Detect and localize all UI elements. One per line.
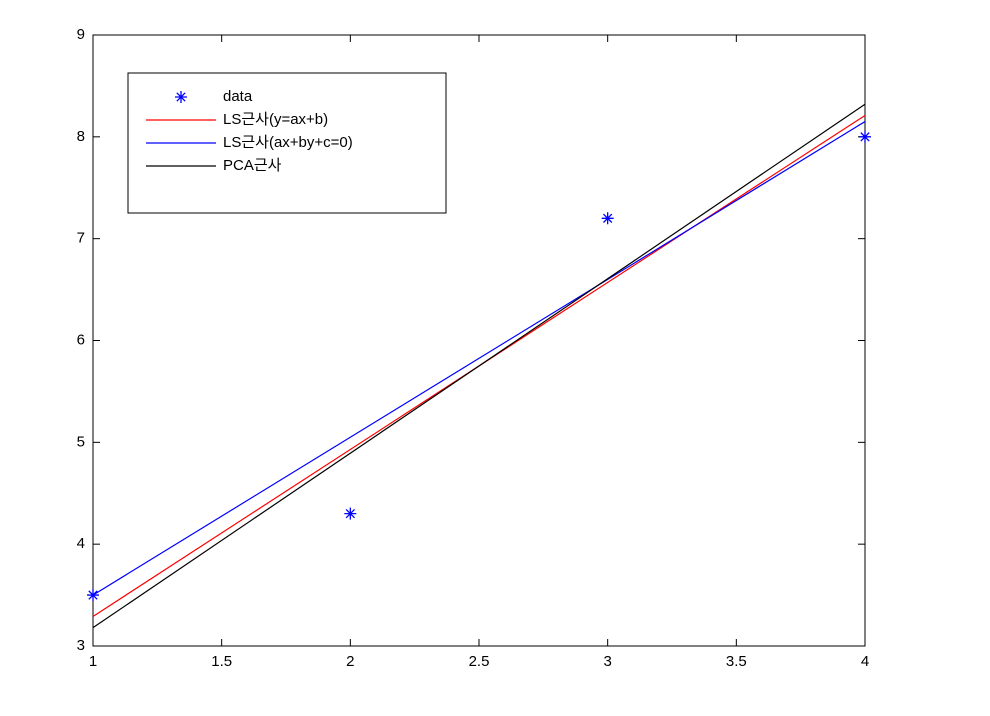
- fit-line: [92, 103, 866, 629]
- data-point: [859, 130, 871, 143]
- y-tick-label: 6: [77, 331, 85, 348]
- fit-line: [92, 121, 866, 596]
- y-tick-label: 7: [77, 230, 85, 247]
- y-tick-label: 8: [77, 128, 85, 145]
- legend-label: data: [223, 88, 253, 105]
- x-tick-label: 2: [346, 653, 354, 670]
- x-tick-label: 3.5: [726, 653, 747, 670]
- y-tick-label: 9: [77, 26, 85, 43]
- legend-label: PCA근사: [223, 157, 282, 174]
- legend-label: LS근사(y=ax+b): [223, 111, 328, 128]
- y-tick-label: 4: [77, 535, 85, 552]
- x-tick-label: 2.5: [469, 653, 490, 670]
- y-tick-label: 5: [77, 433, 85, 450]
- x-tick-label: 3: [603, 653, 611, 670]
- data-point: [344, 507, 357, 520]
- x-tick-label: 4: [861, 653, 869, 670]
- x-tick-label: 1.5: [211, 653, 232, 670]
- x-tick-label: 1: [89, 653, 97, 670]
- legend-label: LS근사(ax+by+c=0): [223, 134, 353, 151]
- legend-marker: [175, 91, 187, 103]
- data-point: [601, 212, 614, 225]
- y-tick-label: 3: [77, 637, 85, 654]
